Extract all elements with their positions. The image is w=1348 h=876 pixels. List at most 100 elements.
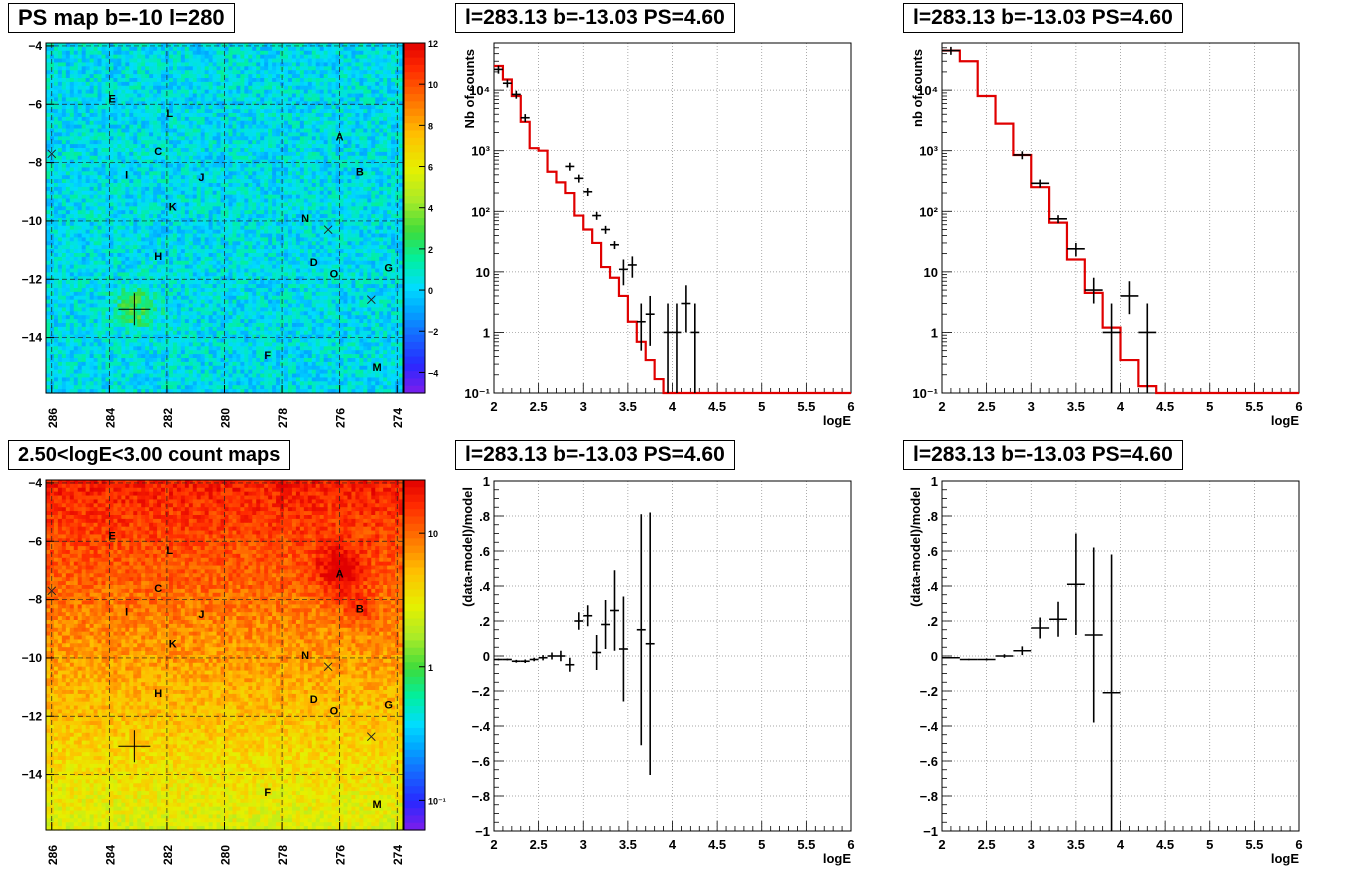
map-cell (121, 101, 126, 106)
map-cell (375, 74, 380, 79)
map-cell (220, 97, 226, 102)
map-cell (319, 233, 325, 239)
map-cell (149, 81, 154, 87)
map-cell (351, 113, 356, 118)
map-cell (46, 179, 51, 184)
map-cell (208, 171, 214, 176)
map-cell (399, 225, 404, 231)
map-cell (299, 198, 305, 204)
map-cell (204, 190, 210, 196)
map-cell (149, 120, 154, 126)
map-cell (188, 109, 194, 114)
map-cell (224, 214, 230, 219)
map-cell (149, 101, 154, 106)
map-cell (73, 58, 79, 64)
map-cell (117, 58, 122, 64)
map-cell (105, 66, 111, 71)
map-cell (46, 221, 51, 227)
map-cell (343, 81, 349, 87)
map-cell (57, 241, 63, 246)
map-cell (228, 256, 234, 262)
map-cell (256, 74, 261, 79)
map-cell (101, 253, 107, 258)
map-cell (395, 85, 400, 91)
map-cell (311, 74, 317, 79)
map-cell (331, 85, 337, 91)
map-cell (327, 120, 333, 126)
map-cell (295, 206, 301, 211)
map-cell (351, 93, 356, 99)
map-cell (141, 202, 146, 207)
map-cell (343, 144, 349, 149)
map-cell (133, 105, 138, 110)
map-cell (319, 89, 325, 95)
map-cell (141, 221, 146, 227)
map-cell (113, 93, 118, 99)
map-cell (109, 89, 115, 95)
map-cell (343, 229, 349, 235)
map-cell (287, 194, 293, 200)
map-cell (287, 151, 293, 157)
map-cell (220, 54, 226, 60)
map-cell (165, 93, 170, 99)
map-cell (133, 101, 138, 106)
map-cell (323, 140, 329, 145)
map-cell (315, 66, 321, 71)
map-cell (295, 93, 301, 99)
map-cell (315, 225, 321, 231)
map-cell (129, 241, 134, 246)
map-cell (204, 253, 210, 258)
map-cell (216, 229, 222, 235)
map-cell (335, 46, 341, 52)
map-cell (240, 93, 245, 99)
map-cell (212, 175, 218, 180)
map-cell (69, 148, 75, 153)
map-cell (77, 171, 83, 176)
map-cell (363, 151, 368, 157)
map-cell (204, 206, 210, 211)
map-cell (272, 148, 277, 153)
map-cell (153, 241, 158, 246)
map-cell (161, 218, 166, 223)
map-cell (89, 171, 95, 176)
map-cell (244, 241, 249, 246)
map-cell (359, 241, 364, 246)
map-cell (379, 128, 384, 134)
map-cell (335, 136, 341, 141)
map-cell (355, 46, 360, 52)
map-cell (383, 237, 388, 242)
map-cell (343, 151, 349, 157)
map-cell (81, 218, 87, 223)
map-cell (244, 163, 249, 169)
map-cell (299, 225, 305, 231)
map-cell (97, 97, 103, 102)
map-cell (113, 237, 118, 242)
map-cell (232, 136, 237, 141)
map-cell (165, 229, 170, 235)
map-cell (319, 116, 325, 122)
map-cell (383, 74, 388, 79)
map-cell (387, 128, 392, 134)
map-cell (299, 249, 305, 254)
map-cell (327, 218, 333, 223)
map-cell (105, 249, 111, 254)
map-cell (367, 186, 372, 192)
map-cell (383, 81, 388, 87)
map-cell (121, 78, 126, 83)
map-cell (311, 58, 317, 64)
map-cell (125, 218, 130, 223)
map-cell (109, 109, 115, 114)
map-cell (307, 206, 313, 211)
map-cell (291, 206, 297, 211)
map-cell (359, 116, 364, 122)
map-cell (379, 159, 384, 165)
map-cell (260, 175, 265, 180)
map-cell (188, 120, 194, 126)
map-cell (399, 159, 404, 165)
map-cell (307, 229, 313, 235)
map-cell (375, 229, 380, 235)
map-cell (180, 151, 186, 157)
map-cell (192, 78, 198, 83)
map-cell (379, 50, 384, 56)
map-cell (395, 167, 400, 172)
